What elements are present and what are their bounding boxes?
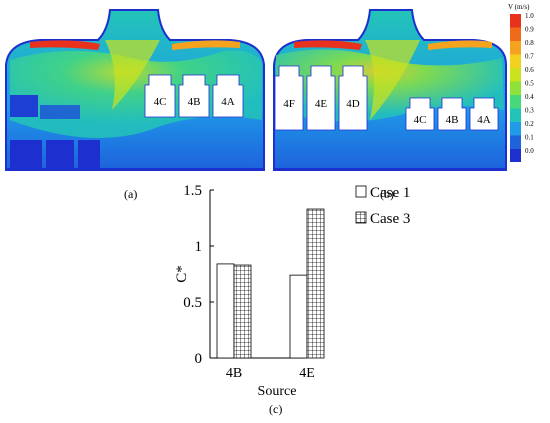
y-axis-label: C* <box>174 265 190 283</box>
colorbar-swatch <box>510 27 521 41</box>
bar-4b-case-1 <box>216 263 235 359</box>
colorbar-swatch <box>510 54 521 68</box>
colorbar-tick-label: 1.0 <box>525 12 534 20</box>
colorbar-tick-label: 0.6 <box>525 66 534 74</box>
panel-b-room-label: 4E <box>315 98 328 110</box>
contour-panel-a: 4C 4B 4A <box>5 9 265 171</box>
colorbar-tick-label: 0.1 <box>525 134 534 142</box>
legend-swatch <box>355 211 367 224</box>
colorbar-swatch <box>510 135 521 149</box>
panel-b-room-label: 4F <box>283 98 295 110</box>
colorbar-swatch <box>510 122 521 136</box>
y-tick-label: 1 <box>195 239 203 255</box>
colorbar-swatch <box>510 81 521 95</box>
colorbar-tick-label: 0.4 <box>525 93 534 101</box>
panel-a-room-4b: 4B <box>178 74 210 118</box>
caption-a: (a) <box>124 187 138 201</box>
panel-b-room-4b: 4B <box>437 97 467 131</box>
legend-label: Case 3 <box>370 211 410 227</box>
colorbar-tick-label: 0.8 <box>525 39 534 47</box>
x-tick-label: 4E <box>299 366 315 381</box>
colorbar-tick-label: 0.2 <box>525 120 534 128</box>
panel-b-room-label: 4B <box>446 114 459 126</box>
panel-a-room-4c: 4C <box>144 74 176 118</box>
caption-c: (c) <box>269 402 283 416</box>
y-tick-label: 0 <box>195 351 203 367</box>
colorbar-tick-label: 0.0 <box>525 147 534 155</box>
panel-a-room-label: 4C <box>154 96 167 108</box>
colorbar-tick-label: 0.5 <box>525 80 534 88</box>
y-tick-label: 0.5 <box>183 295 202 311</box>
panel-a-room-4a: 4A <box>212 74 244 118</box>
panel-b-room-4d: 4D <box>338 65 368 131</box>
legend-swatch <box>355 185 367 198</box>
panel-b-room-4a: 4A <box>469 97 499 131</box>
panel-b-room-4e: 4E <box>306 65 336 131</box>
colorbar-swatch <box>510 14 521 28</box>
panel-a-room-label: 4B <box>188 96 201 108</box>
caption-b: (b) <box>380 187 394 201</box>
panel-b-room-label: 4C <box>414 114 427 126</box>
colorbar: 1.0 0.9 0.8 0.7 0.6 0.5 0.4 0.3 0.2 0.1 0.0 <box>510 12 534 162</box>
legend-label: Case 1 <box>370 185 410 201</box>
colorbar-label: V (m/s) <box>508 3 530 11</box>
bar-4e-case-1 <box>289 274 308 359</box>
colorbar-swatch <box>510 95 521 109</box>
x-tick-label: 4B <box>226 366 242 381</box>
colorbar-swatch <box>510 68 521 82</box>
panel-b-room-label: 4A <box>477 114 491 126</box>
y-tick-label: 1.5 <box>183 183 202 199</box>
bar-4b-case-3 <box>233 264 252 359</box>
colorbar-swatch <box>510 41 521 55</box>
panel-b-room-4f: 4F <box>274 65 304 131</box>
x-axis-label: Source <box>258 384 297 399</box>
bar-4e-case-3 <box>306 208 325 359</box>
colorbar-tick-label: 0.3 <box>525 107 534 115</box>
colorbar-swatch <box>510 108 521 122</box>
panel-b-room-label: 4D <box>346 98 360 110</box>
panel-a-room-label: 4A <box>221 96 235 108</box>
colorbar-tick-label: 0.9 <box>525 26 534 34</box>
contour-panel-b: 4F 4E 4D 4C 4B 4A <box>273 9 507 171</box>
colorbar-swatch <box>510 149 521 162</box>
colorbar-tick-label: 0.7 <box>525 53 534 61</box>
panel-b-room-4c: 4C <box>405 97 435 131</box>
